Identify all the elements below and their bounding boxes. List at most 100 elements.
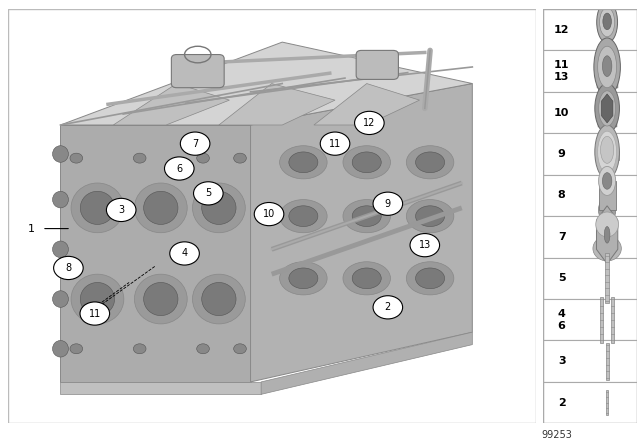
Text: 5: 5	[205, 188, 211, 198]
Text: 11
13: 11 13	[554, 60, 570, 82]
FancyBboxPatch shape	[598, 181, 616, 210]
Text: 4: 4	[182, 249, 188, 258]
Ellipse shape	[193, 274, 245, 324]
Ellipse shape	[143, 282, 178, 315]
Ellipse shape	[52, 191, 68, 208]
Polygon shape	[251, 83, 472, 382]
Circle shape	[180, 132, 210, 155]
Ellipse shape	[134, 183, 187, 233]
FancyBboxPatch shape	[356, 51, 398, 79]
Ellipse shape	[415, 268, 445, 289]
Circle shape	[164, 157, 194, 180]
Ellipse shape	[415, 152, 445, 172]
Ellipse shape	[80, 282, 115, 315]
Polygon shape	[602, 94, 613, 123]
Ellipse shape	[280, 199, 327, 233]
Ellipse shape	[596, 212, 618, 237]
FancyBboxPatch shape	[602, 22, 612, 42]
Text: 13: 13	[419, 240, 431, 250]
Circle shape	[193, 182, 223, 205]
FancyBboxPatch shape	[543, 340, 637, 382]
Text: 6: 6	[176, 164, 182, 173]
Circle shape	[70, 153, 83, 163]
Ellipse shape	[415, 206, 445, 227]
Ellipse shape	[595, 125, 620, 179]
Ellipse shape	[289, 206, 318, 227]
FancyBboxPatch shape	[605, 254, 609, 303]
Ellipse shape	[71, 183, 124, 233]
Ellipse shape	[202, 282, 236, 315]
Ellipse shape	[343, 146, 390, 179]
Ellipse shape	[602, 172, 612, 189]
Ellipse shape	[71, 274, 124, 324]
Ellipse shape	[202, 191, 236, 224]
Polygon shape	[113, 83, 230, 125]
Text: 2: 2	[385, 302, 391, 312]
FancyBboxPatch shape	[543, 9, 637, 50]
Ellipse shape	[598, 195, 616, 224]
Text: 12: 12	[554, 25, 570, 34]
Text: 3: 3	[558, 356, 566, 366]
Ellipse shape	[598, 46, 616, 88]
FancyBboxPatch shape	[596, 69, 618, 75]
Text: 2: 2	[558, 398, 566, 408]
Ellipse shape	[289, 152, 318, 172]
Circle shape	[320, 132, 350, 155]
Ellipse shape	[598, 131, 616, 172]
Text: 8: 8	[558, 190, 566, 200]
Circle shape	[170, 242, 199, 265]
Text: 5: 5	[558, 273, 566, 283]
Polygon shape	[261, 332, 472, 394]
Polygon shape	[61, 382, 261, 394]
Circle shape	[106, 198, 136, 222]
Ellipse shape	[352, 206, 381, 227]
FancyBboxPatch shape	[543, 216, 637, 258]
Polygon shape	[61, 42, 472, 125]
Ellipse shape	[600, 8, 614, 37]
Polygon shape	[61, 125, 251, 382]
Text: 1: 1	[28, 224, 35, 233]
Ellipse shape	[193, 183, 245, 233]
Ellipse shape	[289, 268, 318, 289]
Ellipse shape	[52, 241, 68, 258]
FancyBboxPatch shape	[600, 297, 603, 343]
FancyBboxPatch shape	[543, 258, 637, 299]
Ellipse shape	[602, 56, 612, 77]
Ellipse shape	[595, 83, 620, 134]
Ellipse shape	[143, 191, 178, 224]
Polygon shape	[314, 83, 420, 125]
Text: 10: 10	[263, 209, 275, 219]
Circle shape	[254, 202, 284, 226]
Circle shape	[196, 153, 209, 163]
Ellipse shape	[406, 262, 454, 295]
Text: 9: 9	[385, 199, 391, 209]
FancyBboxPatch shape	[595, 151, 620, 160]
Circle shape	[54, 256, 83, 280]
Ellipse shape	[52, 291, 68, 307]
FancyBboxPatch shape	[598, 110, 616, 115]
Polygon shape	[219, 83, 335, 125]
Ellipse shape	[406, 199, 454, 233]
Text: 12: 12	[363, 118, 376, 128]
Circle shape	[133, 153, 146, 163]
Ellipse shape	[594, 38, 620, 96]
Ellipse shape	[593, 236, 621, 261]
Circle shape	[234, 153, 246, 163]
Ellipse shape	[598, 91, 616, 126]
FancyBboxPatch shape	[606, 390, 608, 415]
Text: 7: 7	[558, 232, 566, 242]
Text: 3: 3	[118, 205, 124, 215]
Ellipse shape	[280, 262, 327, 295]
Text: 10: 10	[554, 108, 570, 117]
FancyBboxPatch shape	[543, 134, 637, 175]
Circle shape	[196, 344, 209, 354]
FancyBboxPatch shape	[611, 297, 614, 343]
Text: 4
6: 4 6	[557, 309, 566, 331]
Ellipse shape	[52, 146, 68, 162]
FancyBboxPatch shape	[543, 299, 637, 340]
Circle shape	[80, 302, 109, 325]
Ellipse shape	[352, 152, 381, 172]
FancyBboxPatch shape	[543, 175, 637, 216]
Text: 11: 11	[329, 138, 341, 149]
Ellipse shape	[52, 340, 68, 357]
